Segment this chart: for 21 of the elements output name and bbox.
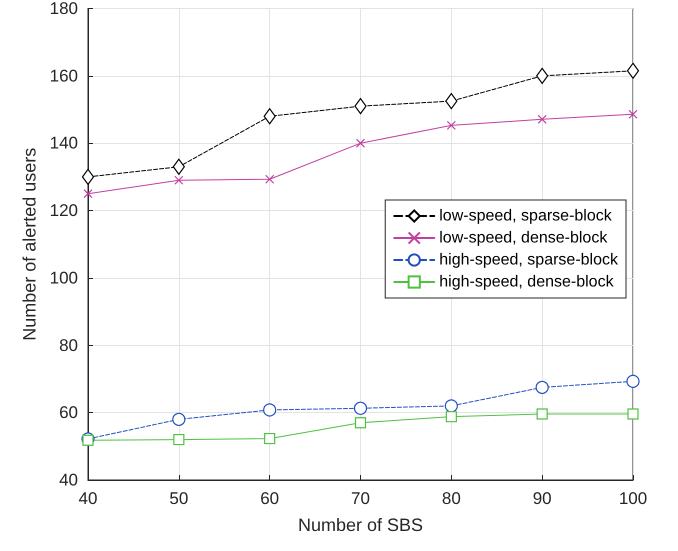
y-tick-label: 80 [59, 336, 78, 355]
y-tick-label: 160 [50, 66, 78, 86]
y-axis-title: Number of alerted users [20, 148, 40, 341]
x-tick-label: 40 [78, 489, 98, 508]
x-tick-label: 80 [442, 489, 461, 508]
x-tick-label: 70 [351, 489, 370, 508]
legend-label: low-speed, sparse-block [439, 208, 613, 224]
y-tick-label: 100 [50, 268, 78, 288]
legend-label: high-speed, sparse-block [439, 252, 619, 268]
y-tick-label: 180 [50, 0, 78, 18]
x-tick-label: 100 [618, 489, 648, 508]
y-tick-label: 60 [59, 403, 78, 422]
x-tick-label: 90 [532, 489, 552, 508]
y-tick-label: 120 [50, 201, 78, 220]
legend-label: high-speed, dense-block [439, 274, 615, 290]
x-tick-label: 60 [260, 489, 280, 508]
x-tick-label: 50 [169, 489, 188, 508]
y-tick-label: 40 [59, 470, 78, 490]
y-tick-label: 140 [50, 134, 78, 153]
legend-label: low-speed, dense-block [439, 230, 608, 246]
x-axis-title: Number of SBS [298, 515, 424, 535]
